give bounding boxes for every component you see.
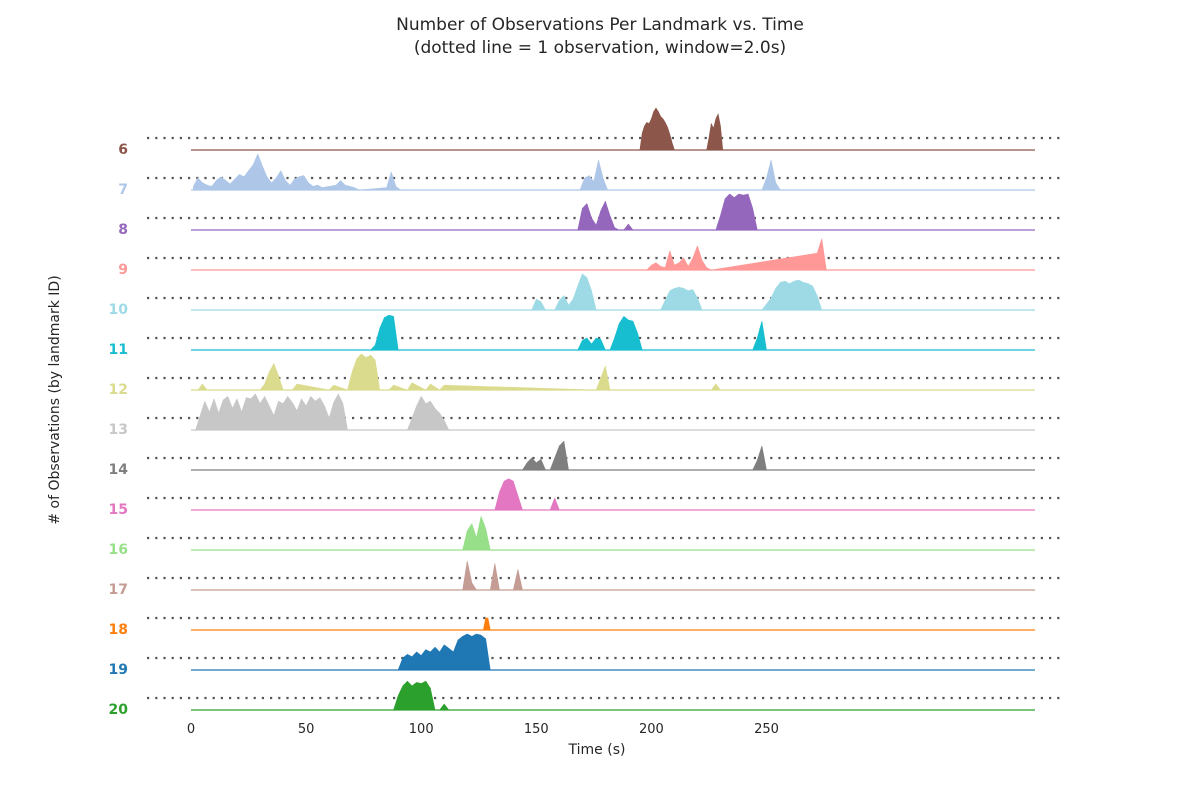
area-fill-16 xyxy=(462,516,491,551)
y-tick-label-9: 9 xyxy=(118,262,128,278)
y-tick-label-16: 16 xyxy=(108,542,128,558)
area-fill-7 xyxy=(193,153,781,191)
series-landmark-8 xyxy=(147,193,1065,231)
y-tick-label-14: 14 xyxy=(108,462,128,478)
y-tick-label-18: 18 xyxy=(108,622,128,638)
series-landmark-11 xyxy=(147,314,1065,351)
series-landmark-14 xyxy=(147,440,1065,471)
area-fill-17 xyxy=(462,560,523,591)
x-axis-label: Time (s) xyxy=(568,742,626,758)
series-landmark-19 xyxy=(147,633,1065,671)
area-fill-9 xyxy=(646,238,827,271)
area-fill-8 xyxy=(577,193,758,231)
area-fill-20 xyxy=(393,680,450,711)
series-landmark-7 xyxy=(147,153,1065,191)
series-landmark-18 xyxy=(147,616,1065,631)
series-landmark-6 xyxy=(147,107,1065,151)
x-tick-label-100: 100 xyxy=(408,722,434,737)
y-tick-label-20: 20 xyxy=(108,702,128,718)
area-fill-18 xyxy=(483,617,491,631)
series-landmark-12 xyxy=(147,353,1065,391)
y-tick-label-13: 13 xyxy=(108,422,128,438)
series-landmark-9 xyxy=(147,238,1065,271)
area-fill-14 xyxy=(522,440,767,471)
area-fill-13 xyxy=(195,393,450,431)
x-tick-label-50: 50 xyxy=(297,722,315,737)
series-landmark-16 xyxy=(147,516,1065,551)
y-tick-label-15: 15 xyxy=(108,502,128,518)
y-tick-label-7: 7 xyxy=(118,182,128,198)
area-fill-10 xyxy=(531,273,823,311)
area-fill-19 xyxy=(397,633,491,671)
chart-title: Number of Observations Per Landmark vs. … xyxy=(396,15,804,58)
y-tick-label-12: 12 xyxy=(108,382,128,398)
y-tick-label-6: 6 xyxy=(118,142,128,158)
x-tick-label-0: 0 xyxy=(186,722,196,737)
y-tick-label-8: 8 xyxy=(118,222,128,238)
series-landmark-10 xyxy=(147,273,1065,311)
area-fill-6 xyxy=(639,107,724,151)
area-fill-11 xyxy=(370,314,767,351)
x-tick-label-250: 250 xyxy=(754,722,779,737)
series-landmark-17 xyxy=(147,560,1065,591)
series-landmark-13 xyxy=(147,393,1065,431)
area-fill-15 xyxy=(494,478,560,511)
y-tick-label-10: 10 xyxy=(108,302,128,318)
area-fill-12 xyxy=(197,353,721,391)
y-tick-label-19: 19 xyxy=(108,662,128,678)
series-landmark-15 xyxy=(147,478,1065,511)
y-tick-label-11: 11 xyxy=(108,342,128,358)
series-landmark-20 xyxy=(147,680,1065,711)
x-tick-label-200: 200 xyxy=(638,722,664,737)
y-tick-label-17: 17 xyxy=(108,582,128,598)
x-tick-label-150: 150 xyxy=(523,722,549,737)
